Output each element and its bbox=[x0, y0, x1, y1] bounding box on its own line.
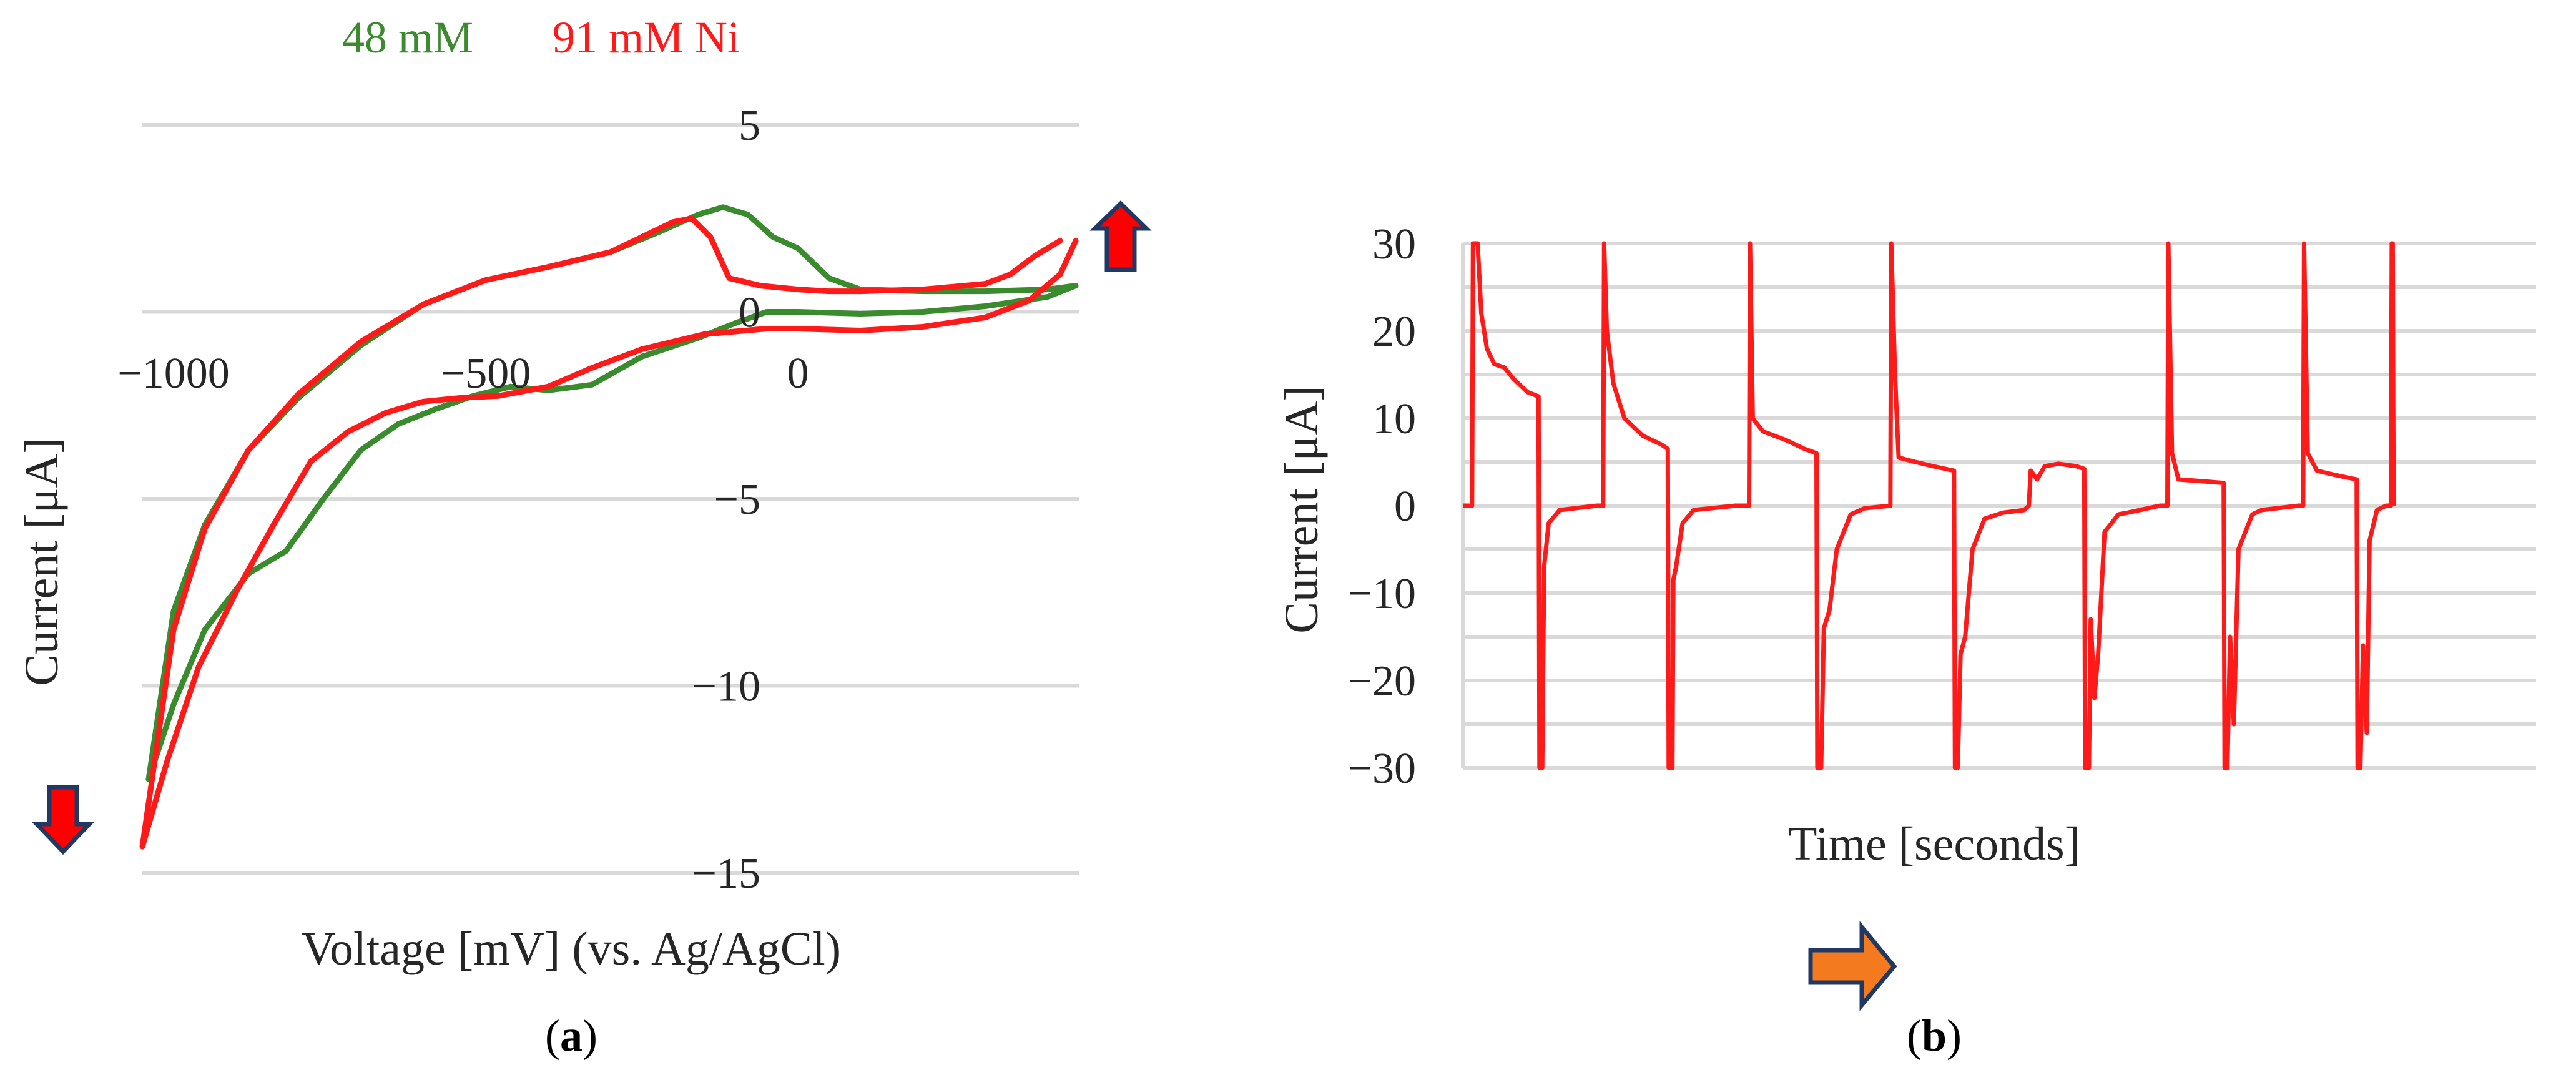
panel-a-gridlines bbox=[142, 123, 1079, 875]
panel-a-x-axis-label: Voltage [mV] (vs. Ag/AgCl) bbox=[302, 923, 841, 975]
panel-b-y-tick-label: 20 bbox=[1372, 308, 1416, 356]
panel-b: 30 20 10 0 −10 −20 −30 Current [μA] Time [seco… bbox=[1276, 220, 2536, 1061]
series-line-current bbox=[1463, 241, 2396, 770]
panel-a-x-tick-label: 0 bbox=[787, 350, 809, 398]
series-line-91-mm-ni bbox=[139, 215, 1079, 850]
panel-a-caption-letter: a bbox=[560, 1011, 583, 1061]
panel-b-x-axis-label: Time [seconds] bbox=[1788, 818, 2080, 870]
arrow-right-icon bbox=[1808, 921, 1897, 1011]
panel-b-y-tick-label: −20 bbox=[1348, 657, 1416, 705]
panel-b-caption-letter: b bbox=[1922, 1011, 1947, 1061]
panel-a-x-tick-label: −500 bbox=[441, 350, 531, 398]
series-line-48-mm bbox=[145, 204, 1079, 782]
panel-a-series bbox=[139, 204, 1079, 850]
panel-b-y-tick-label: −10 bbox=[1348, 570, 1416, 618]
panel-a-y-tick-label: 0 bbox=[739, 289, 760, 337]
panel-b-y-tick-label: 10 bbox=[1372, 395, 1416, 443]
panel-b-y-axis-label: Current [μA] bbox=[1276, 385, 1328, 633]
panel-b-y-tick-label: 30 bbox=[1372, 220, 1416, 268]
arrow-up-icon bbox=[1089, 200, 1152, 272]
panel-b-y-tick-label: 0 bbox=[1394, 483, 1416, 531]
panel-a-x-tick-label: −1000 bbox=[117, 350, 229, 398]
panel-a-y-tick-labels: 5 0 −5 −10 −15 bbox=[692, 102, 760, 898]
panel-a-x-tick-labels: −1000 −500 0 bbox=[117, 350, 809, 398]
legend-48mm: 48 mM bbox=[342, 12, 473, 62]
arrow-down-icon bbox=[31, 785, 95, 855]
panel-b-series bbox=[1463, 241, 2396, 770]
panel-a-caption: (a) bbox=[545, 1011, 597, 1061]
panel-b-y-tick-label: −30 bbox=[1348, 745, 1416, 793]
panel-b-y-tick-labels: 30 20 10 0 −10 −20 −30 bbox=[1348, 220, 1416, 793]
panel-a-y-tick-label: −15 bbox=[692, 850, 760, 898]
panel-a-y-tick-label: −10 bbox=[692, 663, 760, 711]
panel-b-caption: (b) bbox=[1907, 1011, 1962, 1061]
legend-91mm-ni: 91 mM Ni bbox=[553, 12, 740, 62]
panel-a-y-axis-label: Current [μA] bbox=[16, 438, 68, 685]
panel-a-y-tick-label: −5 bbox=[714, 476, 760, 524]
panel-a: 5 0 −5 −10 −15 −1000 −500 0 48 mM 91 mM Ni Cur… bbox=[16, 12, 1152, 1061]
panel-a-y-tick-label: 5 bbox=[739, 102, 760, 150]
